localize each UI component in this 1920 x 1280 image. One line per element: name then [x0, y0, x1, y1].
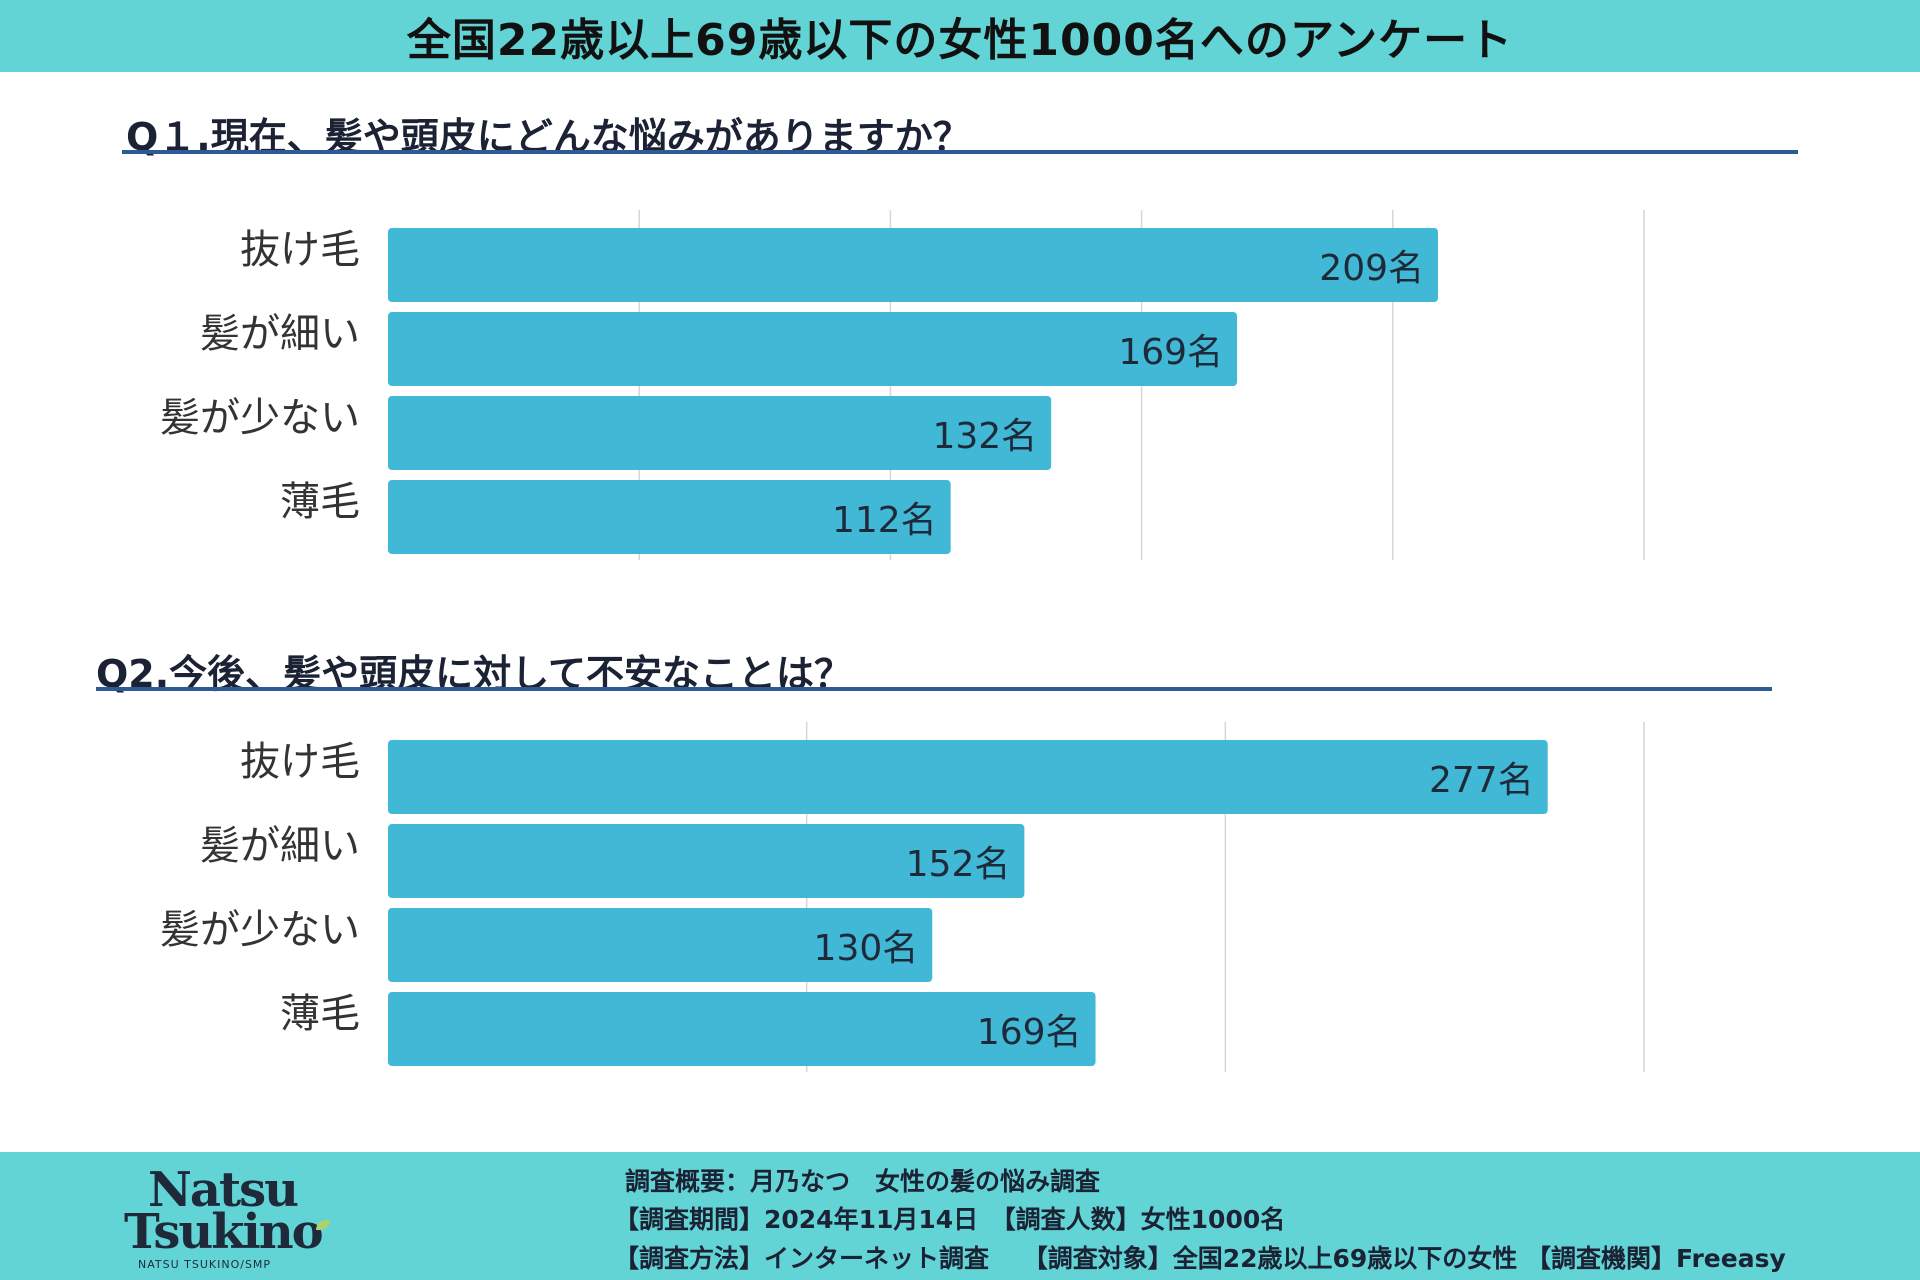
- q2-underline: [96, 687, 1772, 691]
- bar-1: [388, 228, 1439, 302]
- bar-1: [388, 740, 1548, 814]
- brand-logo: Natsu Tsukino NATSU TSUKINO/SMP: [118, 1160, 348, 1276]
- value-label-4: 112名: [832, 500, 937, 541]
- value-label-4: 169名: [977, 1012, 1082, 1053]
- q1-underline: [122, 150, 1798, 154]
- bar-4: [388, 480, 951, 554]
- category-label-2: 髪が細い: [200, 311, 360, 357]
- value-label-2: 152名: [906, 844, 1011, 885]
- category-label-4: 薄毛: [280, 479, 360, 525]
- category-label-4: 薄毛: [280, 991, 360, 1037]
- logo-subtitle: NATSU TSUKINO/SMP: [138, 1258, 272, 1271]
- value-label-1: 277名: [1429, 760, 1534, 801]
- leaf-icon: [316, 1220, 330, 1230]
- survey-period-count: 【調査期間】2024年11月14日 【調査人数】女性1000名: [614, 1205, 1286, 1234]
- logo-line1: Natsu: [148, 1162, 299, 1218]
- page-title: 全国22歳以上69歳以下の女性1000名へのアンケート: [406, 15, 1514, 66]
- category-label-1: 抜け毛: [240, 227, 360, 273]
- category-label-3: 髪が少ない: [160, 395, 360, 441]
- survey-method-target: 【調査方法】インターネット調査 【調査対象】全国22歳以上69歳以下の女性 【調…: [614, 1244, 1786, 1273]
- bar-3: [388, 396, 1052, 470]
- category-label-1: 抜け毛: [240, 739, 360, 785]
- survey-summary: 調査概要：月乃なつ 女性の髪の悩み調査: [625, 1167, 1101, 1196]
- category-label-2: 髪が細い: [200, 823, 360, 869]
- value-label-3: 130名: [814, 928, 919, 969]
- header-banner: 全国22歳以上69歳以下の女性1000名へのアンケート: [0, 0, 1920, 72]
- value-label-3: 132名: [932, 416, 1037, 457]
- value-label-2: 169名: [1118, 332, 1223, 373]
- bar-4: [388, 992, 1096, 1066]
- logo-line2: Tsukino: [124, 1204, 324, 1260]
- footer-banner: [0, 1152, 1920, 1280]
- bar-2: [388, 312, 1238, 386]
- category-label-3: 髪が少ない: [160, 907, 360, 953]
- bar-2: [388, 824, 1025, 898]
- value-label-1: 209名: [1319, 248, 1424, 289]
- bar-3: [388, 908, 933, 982]
